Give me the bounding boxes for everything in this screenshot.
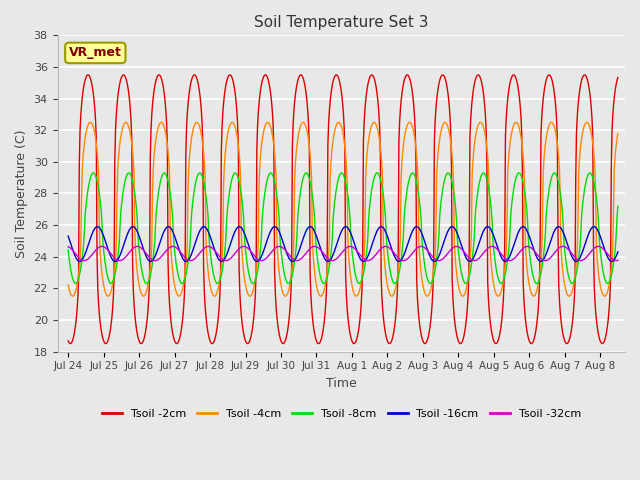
Line: Tsoil -32cm: Tsoil -32cm — [68, 246, 618, 261]
Text: VR_met: VR_met — [69, 47, 122, 60]
Tsoil -8cm — [321, 280, 329, 286]
Tsoil -16cm — [378, 224, 385, 229]
Tsoil -32cm — [460, 249, 468, 255]
Tsoil -8cm — [125, 170, 132, 176]
Y-axis label: Soil Temperature (C): Soil Temperature (C) — [15, 129, 28, 258]
Tsoil -32cm — [474, 257, 481, 263]
Tsoil -8cm — [67, 265, 74, 271]
Tsoil -4cm — [65, 282, 72, 288]
Tsoil -32cm — [141, 249, 149, 255]
Tsoil -8cm — [614, 204, 621, 209]
Tsoil -16cm — [614, 249, 621, 255]
Tsoil -16cm — [141, 251, 149, 257]
Line: Tsoil -16cm: Tsoil -16cm — [68, 227, 618, 262]
Tsoil -8cm — [65, 247, 72, 253]
Tsoil -16cm — [474, 245, 481, 251]
Legend: Tsoil -2cm, Tsoil -4cm, Tsoil -8cm, Tsoil -16cm, Tsoil -32cm: Tsoil -2cm, Tsoil -4cm, Tsoil -8cm, Tsoi… — [97, 405, 585, 423]
Line: Tsoil -4cm: Tsoil -4cm — [68, 122, 618, 296]
Title: Soil Temperature Set 3: Soil Temperature Set 3 — [254, 15, 429, 30]
Tsoil -8cm — [108, 281, 115, 287]
Tsoil -2cm — [563, 341, 571, 347]
Tsoil -32cm — [381, 243, 389, 249]
Tsoil -16cm — [395, 259, 403, 264]
Tsoil -4cm — [86, 120, 94, 125]
X-axis label: Time: Time — [326, 377, 356, 390]
Tsoil -4cm — [300, 120, 308, 126]
Tsoil -2cm — [65, 338, 72, 344]
Tsoil -2cm — [459, 338, 467, 344]
Tsoil -32cm — [65, 244, 72, 250]
Tsoil -16cm — [299, 237, 307, 243]
Tsoil -2cm — [141, 331, 149, 337]
Tsoil -2cm — [472, 75, 480, 81]
Tsoil -2cm — [614, 75, 621, 81]
Tsoil -2cm — [67, 341, 74, 347]
Tsoil -2cm — [545, 72, 553, 78]
Tsoil -4cm — [143, 288, 150, 294]
Tsoil -16cm — [319, 253, 327, 259]
Tsoil -32cm — [299, 254, 307, 260]
Tsoil -8cm — [460, 279, 468, 285]
Line: Tsoil -8cm: Tsoil -8cm — [68, 173, 618, 284]
Tsoil -4cm — [321, 284, 329, 290]
Tsoil -4cm — [68, 293, 76, 299]
Tsoil -16cm — [65, 233, 72, 239]
Tsoil -4cm — [474, 125, 481, 131]
Tsoil -2cm — [319, 325, 327, 331]
Tsoil -32cm — [614, 257, 621, 263]
Tsoil -16cm — [460, 250, 468, 256]
Tsoil -4cm — [614, 131, 621, 136]
Tsoil -32cm — [319, 251, 327, 256]
Line: Tsoil -2cm: Tsoil -2cm — [68, 75, 618, 344]
Tsoil -4cm — [67, 290, 74, 296]
Tsoil -2cm — [299, 74, 307, 80]
Tsoil -8cm — [143, 281, 150, 287]
Tsoil -4cm — [460, 292, 468, 298]
Tsoil -32cm — [399, 258, 407, 264]
Tsoil -16cm — [67, 240, 74, 246]
Tsoil -32cm — [67, 245, 74, 251]
Tsoil -8cm — [474, 192, 481, 198]
Tsoil -8cm — [300, 172, 308, 178]
